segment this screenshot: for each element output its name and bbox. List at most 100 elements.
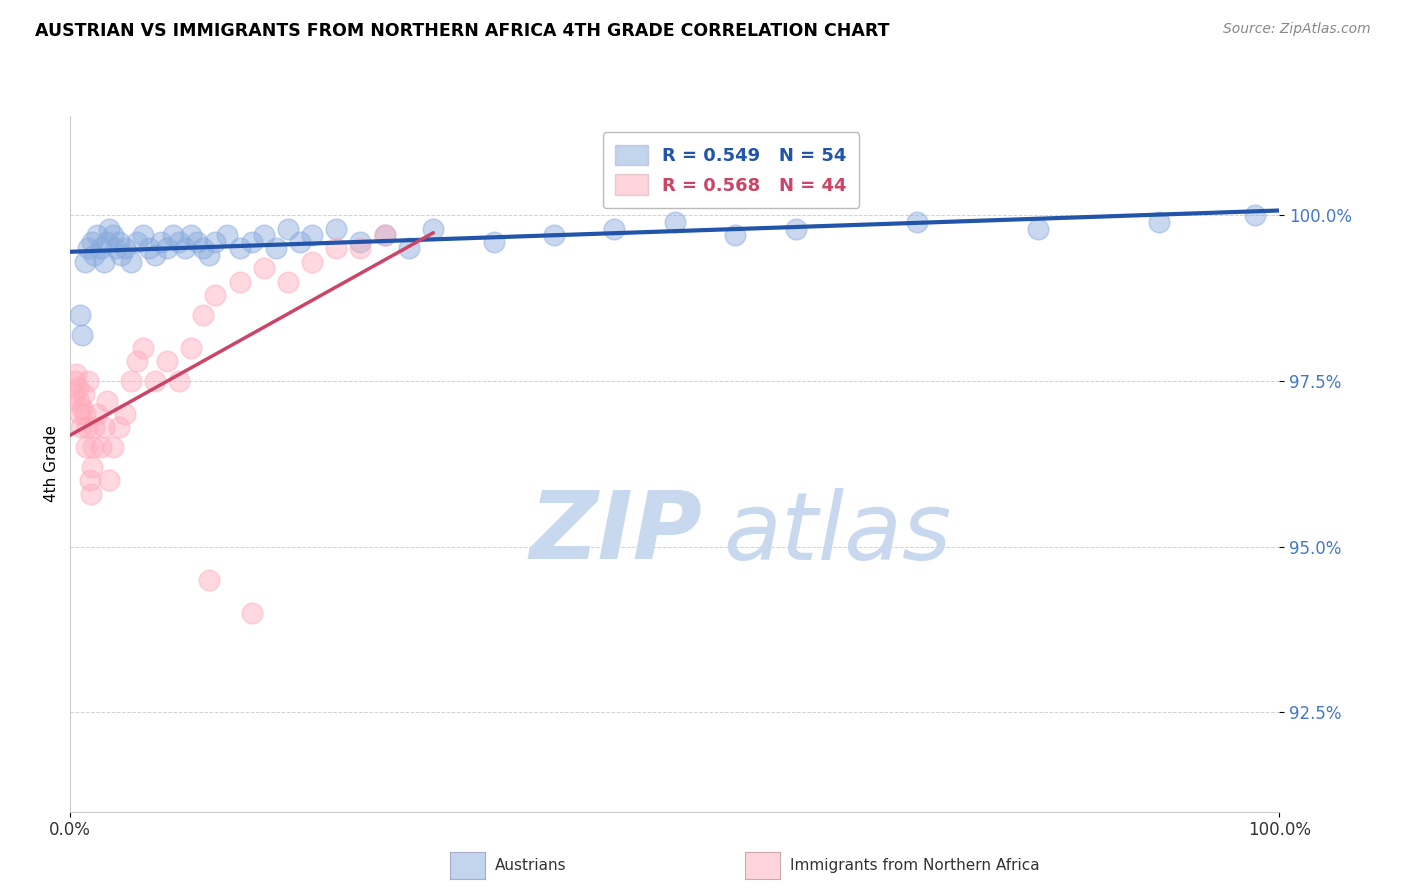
Point [150,235,173,249]
Point [93,254,115,268]
Point [482,235,505,249]
Point [90,440,111,454]
Point [167,235,190,249]
Point [724,228,747,243]
Point [125,235,148,249]
Point [143,374,166,388]
Point [125,354,148,368]
Point [82,440,104,454]
Point [180,341,202,355]
Point [264,242,287,256]
Point [107,235,129,249]
Point [101,228,124,243]
Point [193,242,215,256]
Point [664,215,686,229]
Point [349,235,371,249]
Point [69,407,91,421]
Point [253,261,276,276]
Point [240,606,263,620]
Point [86,407,108,421]
Point [83,248,105,262]
Point [143,248,166,262]
Point [1147,215,1170,229]
Point [374,228,396,243]
Point [76,420,98,434]
Point [72,387,94,401]
Point [398,242,420,256]
Point [422,221,444,235]
Point [543,228,565,243]
Point [107,420,129,434]
Point [228,275,250,289]
Point [72,327,94,342]
Point [63,387,86,401]
Point [63,374,86,388]
Point [174,242,197,256]
Text: AUSTRIAN VS IMMIGRANTS FROM NORTHERN AFRICA 4TH GRADE CORRELATION CHART: AUSTRIAN VS IMMIGRANTS FROM NORTHERN AFR… [35,22,890,40]
Point [67,393,90,408]
Point [198,573,221,587]
Point [90,242,111,256]
Legend: R = 0.549   N = 54, R = 0.568   N = 44: R = 0.549 N = 54, R = 0.568 N = 44 [603,132,859,208]
Point [204,288,226,302]
Point [301,254,323,268]
Point [70,420,93,434]
Point [162,228,184,243]
Point [79,474,101,488]
Point [114,242,136,256]
Point [905,215,928,229]
Point [603,221,626,235]
Point [193,308,215,322]
Point [77,242,100,256]
Point [240,235,263,249]
Point [120,374,142,388]
Point [156,354,179,368]
Point [69,308,91,322]
Point [77,374,100,388]
Point [301,228,323,243]
Point [72,401,94,415]
Point [75,440,97,454]
Point [80,460,103,475]
Point [101,440,124,454]
Point [96,393,118,408]
Point [132,228,155,243]
Point [325,221,347,235]
Text: Austrians: Austrians [495,858,567,872]
Point [120,254,142,268]
Point [73,254,96,268]
Point [204,235,226,249]
Point [98,221,121,235]
Point [253,228,276,243]
Point [156,242,179,256]
Point [105,242,128,256]
Point [66,381,89,395]
Point [277,275,299,289]
Point [349,242,371,256]
Point [186,235,208,249]
Point [110,248,132,262]
Point [167,374,190,388]
Point [1026,221,1049,235]
Text: ZIP: ZIP [530,487,703,580]
Point [80,486,103,500]
Point [93,420,115,434]
Text: Source: ZipAtlas.com: Source: ZipAtlas.com [1223,22,1371,37]
Point [86,228,108,243]
Point [785,221,807,235]
Point [374,228,396,243]
Point [73,407,96,421]
Point [80,235,103,249]
Point [288,235,311,249]
Point [198,248,221,262]
Point [138,242,160,256]
Point [325,242,347,256]
Y-axis label: 4th Grade: 4th Grade [44,425,59,502]
Point [180,228,202,243]
Point [83,420,105,434]
Text: Immigrants from Northern Africa: Immigrants from Northern Africa [790,858,1040,872]
Point [132,341,155,355]
Point [98,474,121,488]
Point [65,368,87,382]
Point [217,228,239,243]
